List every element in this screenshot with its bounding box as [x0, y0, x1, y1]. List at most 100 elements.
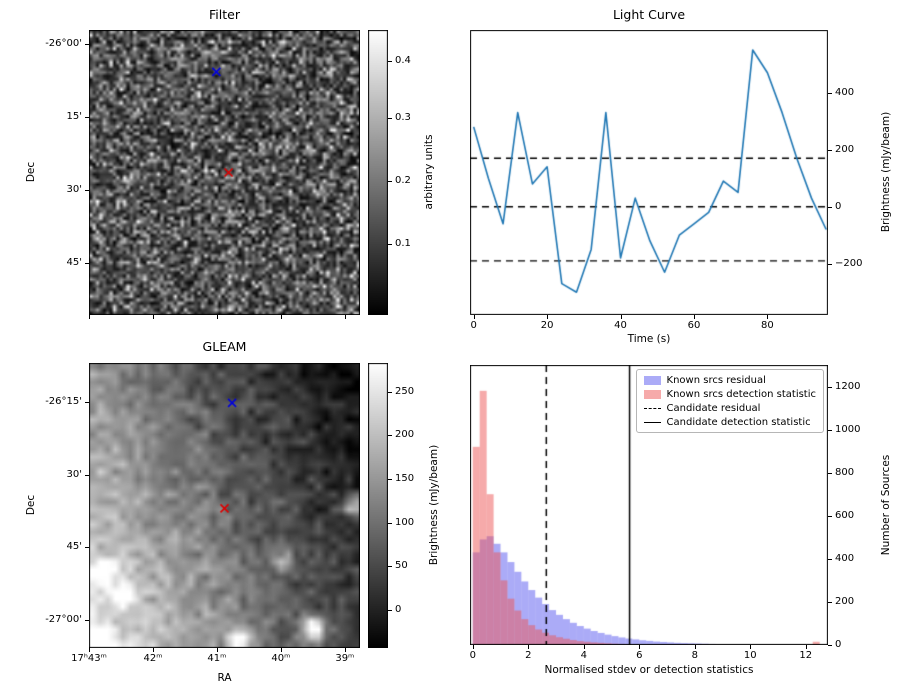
colorbar-tick-label: 50	[395, 560, 408, 572]
brightness-tick-label: 200	[835, 143, 855, 155]
lightcurve-xlabel: Time (s)	[627, 333, 671, 345]
tick-mark	[639, 645, 641, 649]
tick-mark	[805, 645, 807, 649]
tick-mark	[828, 206, 832, 208]
tick-mark	[85, 547, 89, 549]
tick-mark	[828, 601, 832, 603]
time-tick-label: 0	[470, 320, 477, 331]
count-tick-label: 800	[835, 466, 855, 478]
legend-item: Known srcs residual	[643, 373, 816, 387]
stat-tick-label: 12	[799, 650, 813, 661]
tick-mark	[528, 645, 530, 649]
dec-tick-label: -26°15'	[45, 396, 82, 408]
tick-mark	[216, 648, 218, 652]
tick-mark	[388, 391, 392, 393]
tick-mark	[85, 44, 89, 46]
tick-mark	[828, 429, 832, 431]
filter-title: Filter	[209, 7, 240, 22]
tick-mark	[85, 117, 89, 119]
tick-mark	[388, 61, 392, 63]
tick-mark	[583, 645, 585, 649]
tick-mark	[85, 474, 89, 476]
tick-mark	[828, 386, 832, 388]
stat-tick-label: 4	[580, 650, 587, 661]
count-tick-label: 600	[835, 509, 855, 521]
tick-mark	[152, 315, 154, 319]
legend-patch-icon	[643, 375, 661, 385]
filter-ylabel: Dec	[25, 161, 37, 183]
tick-mark	[388, 243, 392, 245]
filter-colorbar	[368, 30, 388, 315]
ra-tick-label: 39ᵐ	[335, 653, 355, 664]
gleam-ylabel: Dec	[25, 494, 37, 516]
time-tick-label: 60	[687, 320, 701, 331]
tick-mark	[828, 645, 832, 646]
stat-tick-label: 8	[691, 650, 698, 661]
tick-mark	[216, 315, 218, 319]
count-tick-label: 1000	[835, 423, 861, 435]
dec-tick-label: -27°00'	[45, 614, 82, 626]
colorbar-tick-label: 250	[395, 385, 415, 397]
tick-mark	[344, 315, 346, 319]
brightness-tick-label: −200	[835, 257, 863, 269]
legend-item: Known srcs detection statistic	[643, 387, 816, 401]
stat-tick-label: 6	[636, 650, 643, 661]
colorbar-tick-label: 0.3	[395, 112, 411, 124]
tick-mark	[828, 558, 832, 560]
dec-tick-label: 45'	[66, 257, 82, 269]
tick-mark	[388, 435, 392, 437]
count-tick-label: 0	[835, 639, 842, 650]
stat-tick-label: 0	[469, 650, 476, 661]
tick-mark	[388, 181, 392, 183]
legend-patch-icon	[643, 389, 661, 399]
tick-mark	[85, 402, 89, 404]
legend-dashed-line-icon	[643, 407, 661, 409]
dec-tick-label: 45'	[66, 541, 82, 553]
tick-mark	[828, 515, 832, 517]
tick-mark	[547, 315, 549, 319]
tick-mark	[388, 522, 392, 524]
lightcurve-title: Light Curve	[612, 7, 686, 22]
brightness-tick-label: 0	[835, 200, 842, 212]
tick-mark	[693, 315, 695, 319]
histogram-xlabel: Normalised stdev or detection statistics	[544, 664, 754, 676]
tick-mark	[828, 472, 832, 474]
tick-mark	[767, 315, 769, 319]
filter-colorbar-label: arbitrary units	[423, 134, 435, 210]
tick-mark	[85, 263, 89, 265]
gleam-title: GLEAM	[202, 339, 247, 354]
ra-tick-label: 41ᵐ	[207, 653, 227, 664]
tick-mark	[828, 263, 832, 265]
colorbar-tick-label: 100	[395, 516, 415, 528]
lightcurve-plot	[470, 30, 828, 315]
tick-mark	[85, 620, 89, 622]
dec-tick-label: 30'	[66, 468, 82, 480]
tick-mark	[472, 645, 474, 649]
tick-mark	[388, 118, 392, 120]
time-tick-label: 80	[761, 320, 774, 331]
tick-mark	[280, 648, 282, 652]
dec-tick-label: 30'	[66, 184, 82, 196]
tick-mark	[620, 315, 622, 319]
filter-image	[89, 30, 360, 315]
tick-mark	[750, 645, 752, 649]
colorbar-tick-label: 0.4	[395, 55, 411, 67]
gleam-colorbar-label: Brightness (mJy/beam)	[428, 444, 440, 566]
tick-mark	[473, 315, 475, 319]
ra-tick-label: 40ᵐ	[271, 653, 291, 664]
lightcurve-ylabel: Brightness (mJy/beam)	[880, 111, 892, 233]
tick-mark	[89, 315, 90, 319]
legend-label: Known srcs residual	[666, 374, 766, 386]
gleam-image	[89, 363, 360, 648]
colorbar-tick-label: 200	[395, 429, 415, 441]
histogram-legend: Known srcs residual Known srcs detection …	[635, 369, 824, 433]
histogram-ylabel: Number of Sources	[880, 454, 892, 556]
tick-mark	[828, 149, 832, 151]
dec-tick-label: 15'	[66, 111, 82, 123]
legend-label: Candidate detection statistic	[666, 416, 811, 428]
tick-mark	[344, 648, 346, 652]
ra-tick-label: 17ʰ43ᵐ	[71, 653, 107, 664]
time-tick-label: 40	[614, 320, 627, 331]
tick-mark	[280, 315, 282, 319]
